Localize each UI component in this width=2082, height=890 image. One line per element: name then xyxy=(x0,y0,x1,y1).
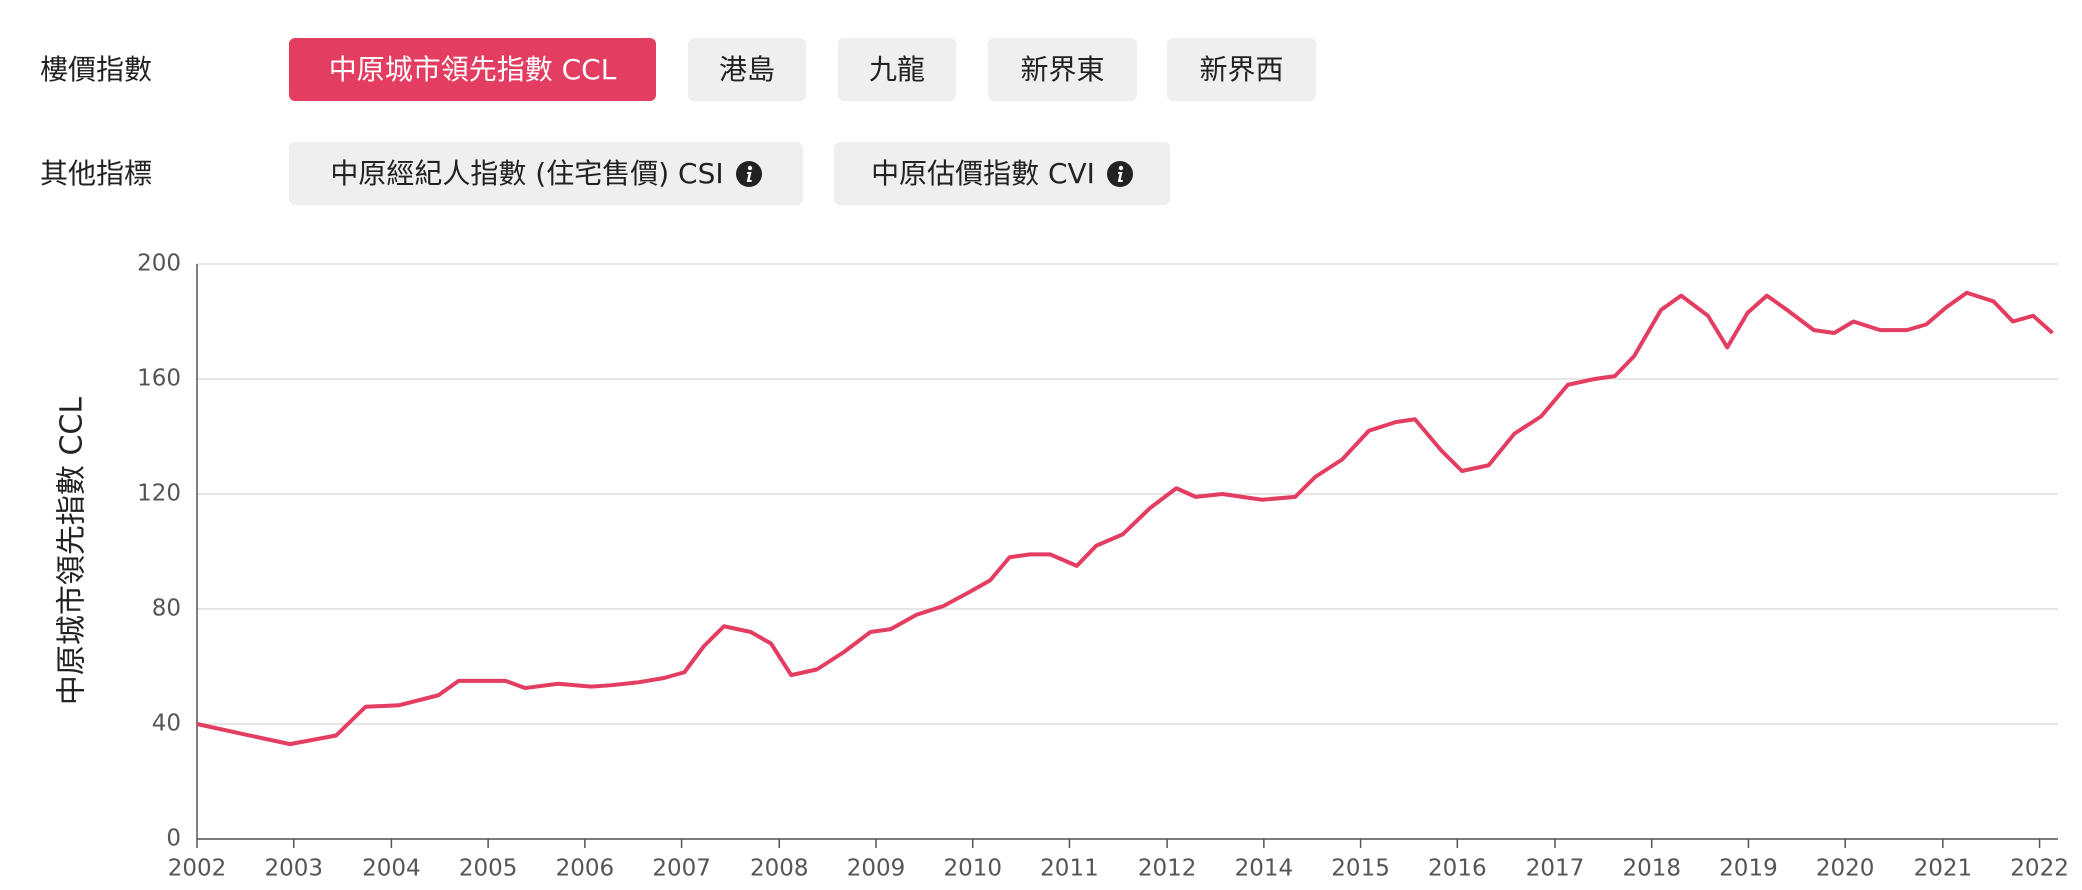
x-tick-label: 2008 xyxy=(750,856,809,882)
x-tick-label: 2003 xyxy=(264,856,323,882)
x-tick-label: 2022 xyxy=(2010,856,2069,882)
tab-button[interactable]: 港島 xyxy=(688,38,806,101)
info-icon[interactable] xyxy=(1106,160,1133,187)
x-tick-label: 2005 xyxy=(459,856,518,882)
x-tick-label: 2014 xyxy=(1235,856,1294,882)
indicator-label: 其他指標 xyxy=(40,157,153,190)
y-tick-label: 120 xyxy=(137,481,181,507)
info-icon[interactable] xyxy=(735,160,762,187)
x-tick-label: 2015 xyxy=(1331,856,1390,882)
x-tick-label: 2009 xyxy=(847,856,906,882)
x-tick-label: 2012 xyxy=(1138,856,1197,882)
x-tick-label: 2010 xyxy=(943,856,1002,882)
tab-button[interactable]: 中原城市領先指數 CCL xyxy=(289,38,656,101)
button-text: 中原經紀人指數 (住宅售價) CSI xyxy=(330,157,724,190)
button-text: 中原估價指數 CVI xyxy=(871,157,1095,190)
x-tick-label: 2017 xyxy=(1526,856,1585,882)
y-tick-label: 0 xyxy=(166,826,181,852)
filter-label: 樓價指數 xyxy=(40,53,153,86)
index-line xyxy=(196,290,2054,747)
tab-button[interactable]: 新界西 xyxy=(1167,38,1316,101)
y-tick-label: 80 xyxy=(152,596,181,622)
tab-button[interactable]: 九龍 xyxy=(838,38,956,101)
x-tick-label: 2021 xyxy=(1914,856,1973,882)
x-tick-label: 2002 xyxy=(168,856,227,882)
indicator-button[interactable]: 中原估價指數 CVI xyxy=(834,142,1170,205)
y-tick-label: 160 xyxy=(137,366,181,392)
x-tick-label: 2019 xyxy=(1719,856,1778,882)
y-axis-title: 中原城市領先指數 CCL xyxy=(55,397,90,705)
y-tick-label: 200 xyxy=(137,251,181,277)
indicator-button[interactable]: 中原經紀人指數 (住宅售價) CSI xyxy=(289,142,803,205)
x-tick-label: 2011 xyxy=(1040,856,1099,882)
x-tick-label: 2016 xyxy=(1428,856,1487,882)
x-tick-label: 2007 xyxy=(652,856,711,882)
x-tick-label: 2020 xyxy=(1816,856,1875,882)
y-tick-label: 40 xyxy=(152,711,181,737)
x-tick-label: 2006 xyxy=(556,856,615,882)
tab-button[interactable]: 新界東 xyxy=(988,38,1137,101)
x-tick-label: 2018 xyxy=(1622,856,1681,882)
x-tick-label: 2004 xyxy=(362,856,421,882)
